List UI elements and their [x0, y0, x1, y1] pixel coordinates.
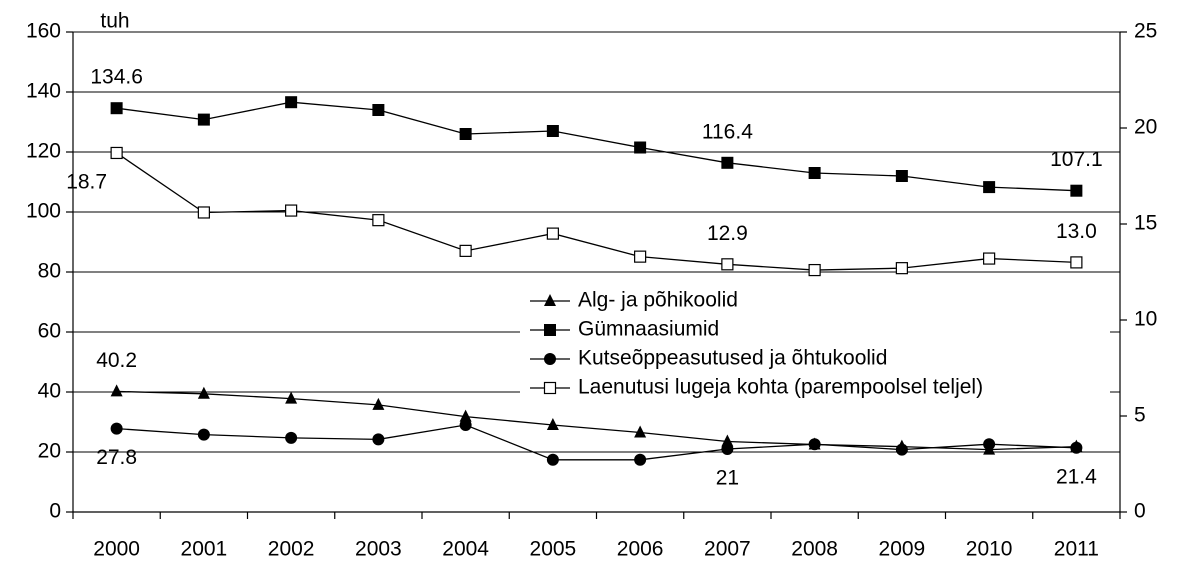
legend-marker	[544, 294, 556, 306]
y-tick-label: 60	[38, 320, 61, 343]
legend-label: Alg- ja põhikoolid	[578, 289, 738, 312]
legend-marker	[544, 324, 556, 336]
marker	[197, 386, 210, 399]
marker	[197, 113, 210, 126]
marker	[372, 104, 385, 116]
series-line	[116, 152, 1077, 271]
x-tick-label: 2003	[355, 538, 402, 561]
series-line	[116, 424, 1077, 461]
x-tick-label: 2010	[966, 538, 1013, 561]
legend-label: Kutseõppeasutused ja õhtukoolid	[578, 347, 887, 370]
marker	[372, 433, 385, 446]
marker	[808, 263, 821, 277]
marker	[110, 146, 123, 160]
data-label: 107.1	[1050, 148, 1103, 171]
legend-marker	[544, 353, 556, 365]
y2-tick-label: 5	[1134, 404, 1146, 427]
data-label: 21	[716, 467, 739, 490]
marker	[285, 96, 298, 109]
y-tick-label: 0	[49, 500, 61, 523]
x-tick-label: 2011	[1054, 538, 1099, 561]
y-tick-label: 120	[26, 140, 61, 163]
marker	[546, 418, 559, 430]
data-label: 18.7	[66, 171, 107, 194]
marker	[372, 397, 385, 410]
marker	[721, 156, 734, 169]
x-tick-label: 2000	[93, 538, 140, 561]
x-tick-label: 2008	[791, 538, 838, 561]
marker	[634, 425, 647, 438]
marker	[983, 252, 996, 265]
x-tick-label: 2006	[617, 538, 664, 561]
y-tick-label: 140	[26, 80, 61, 103]
y-tick-label: 20	[38, 440, 61, 463]
marker	[634, 453, 647, 466]
marker	[721, 258, 734, 271]
marker	[372, 214, 385, 227]
marker	[983, 181, 996, 194]
y2-tick-label: 25	[1134, 20, 1157, 43]
marker	[546, 227, 559, 240]
marker	[197, 206, 210, 219]
y2-tick-label: 20	[1134, 116, 1157, 139]
x-tick-label: 2009	[879, 538, 926, 561]
data-label: 21.4	[1056, 465, 1097, 488]
data-label: 134.6	[90, 66, 143, 89]
x-tick-label: 2005	[530, 538, 577, 561]
marker	[983, 438, 996, 451]
marker	[1070, 184, 1083, 197]
marker	[197, 428, 210, 441]
marker	[110, 384, 123, 397]
data-label: 12.9	[707, 222, 748, 245]
marker	[110, 422, 123, 435]
marker	[721, 443, 734, 455]
marker	[721, 434, 734, 447]
x-tick-label: 2007	[704, 538, 751, 561]
marker	[895, 262, 908, 275]
y2-tick-label: 0	[1134, 500, 1146, 523]
marker	[285, 391, 298, 404]
marker	[285, 204, 298, 217]
y-tick-label: 160	[26, 20, 61, 43]
marker	[808, 438, 821, 451]
data-label: 116.4	[702, 120, 753, 143]
series-line	[116, 390, 1077, 451]
marker	[808, 167, 821, 179]
marker	[459, 244, 472, 257]
marker	[1070, 256, 1083, 269]
legend-label: Gümnaasiumid	[578, 318, 719, 341]
data-label: 13.0	[1056, 220, 1097, 243]
y-tick-label: 40	[38, 380, 61, 403]
x-tick-label: 2004	[442, 538, 489, 561]
y2-tick-label: 10	[1134, 308, 1157, 331]
y-tick-label: 100	[26, 200, 61, 223]
data-label: 40.2	[96, 349, 137, 372]
marker	[459, 128, 472, 140]
marker	[634, 141, 647, 154]
y-tick-label: 80	[38, 260, 61, 283]
y2-tick-label: 15	[1134, 212, 1157, 235]
marker	[459, 409, 472, 422]
legend-label: Laenutusi lugeja kohta (parempoolsel tel…	[578, 376, 983, 399]
y-unit-label: tuh	[100, 10, 129, 33]
x-tick-label: 2001	[181, 538, 228, 561]
legend-background	[520, 285, 1110, 413]
marker	[546, 125, 559, 137]
marker	[1070, 441, 1083, 454]
series-line	[116, 101, 1077, 192]
legend-marker	[543, 381, 557, 395]
x-tick-label: 2002	[268, 538, 315, 561]
marker	[895, 170, 908, 182]
marker	[634, 250, 647, 263]
marker	[546, 453, 559, 466]
marker	[459, 419, 472, 431]
marker	[285, 431, 298, 444]
marker	[895, 443, 908, 456]
data-label: 27.8	[96, 446, 137, 469]
marker	[110, 102, 123, 115]
